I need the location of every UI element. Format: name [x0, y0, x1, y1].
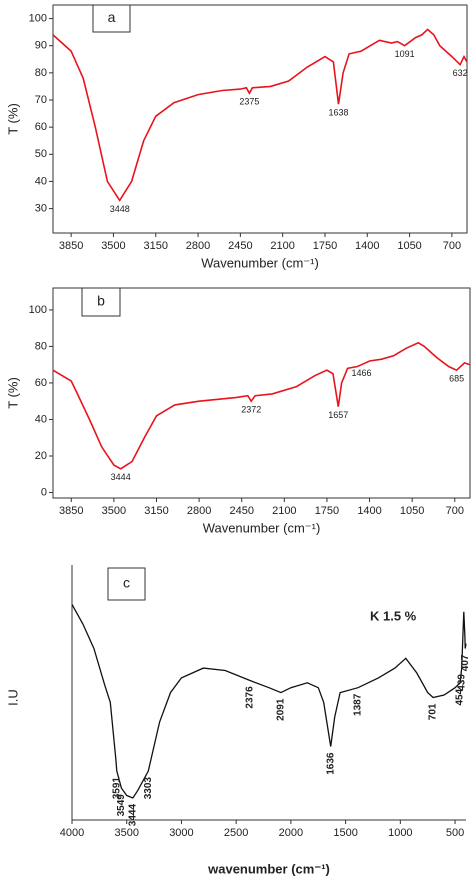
y-tick-label: 20	[35, 450, 47, 462]
panel-label: b	[97, 293, 105, 309]
x-axis-label: wavenumber (cm⁻¹)	[207, 861, 330, 876]
y-tick-label: 90	[35, 40, 47, 52]
peak-label: 685	[449, 374, 464, 384]
x-axis-label: Wavenumber (cm⁻¹)	[203, 520, 321, 535]
y-tick-label: 50	[35, 148, 47, 160]
x-tick-label: 1750	[315, 505, 339, 517]
peak-label: 2372	[241, 405, 261, 415]
peak-label: 3444	[127, 804, 138, 827]
peak-label: 2375	[239, 97, 259, 107]
peak-label: 701	[428, 703, 439, 720]
x-tick-label: 700	[446, 505, 464, 517]
x-tick-label: 1000	[388, 827, 412, 839]
peak-label: 1657	[328, 410, 348, 420]
x-tick-label: 1400	[355, 240, 379, 252]
x-tick-label: 1750	[313, 240, 337, 252]
x-tick-label: 2450	[229, 505, 253, 517]
x-tick-label: 3850	[59, 240, 83, 252]
panel-box	[92, 4, 131, 33]
peak-label: 3303	[143, 777, 154, 800]
x-tick-label: 3500	[114, 827, 138, 839]
y-tick-label: 80	[35, 340, 47, 352]
x-tick-label: 1400	[357, 505, 381, 517]
x-tick-label: 3850	[59, 505, 83, 517]
y-tick-label: 0	[41, 486, 47, 498]
peak-label: 632	[453, 68, 468, 78]
peak-label: 407	[460, 654, 471, 671]
peak-label: 1466	[352, 368, 372, 378]
panel-box	[107, 567, 146, 601]
y-axis-label: T (%)	[5, 377, 20, 409]
spectrum-line	[52, 28, 468, 202]
y-axis-label: T (%)	[5, 103, 20, 135]
y-tick-label: 60	[35, 377, 47, 389]
x-tick-label: 3500	[101, 240, 125, 252]
peak-label: 3444	[111, 472, 131, 482]
peak-label: 3591	[111, 777, 122, 800]
y-tick-label: 70	[35, 94, 47, 106]
peak-label: 1387	[353, 693, 364, 716]
plot-frame	[52, 287, 471, 499]
peak-label: 454	[455, 688, 466, 705]
x-tick-label: 500	[446, 827, 464, 839]
x-tick-label: 2800	[186, 240, 210, 252]
annotation: K 1.5 %	[370, 608, 417, 623]
x-tick-label: 1500	[333, 827, 357, 839]
y-tick-label: 80	[35, 67, 47, 79]
y-tick-label: 30	[35, 202, 47, 214]
spectrum-line	[52, 341, 471, 470]
y-tick-label: 40	[35, 175, 47, 187]
peak-label: 3549	[116, 794, 127, 817]
x-tick-label: 1050	[400, 505, 424, 517]
x-tick-label: 3150	[144, 505, 168, 517]
x-tick-label: 3150	[144, 240, 168, 252]
x-tick-label: 2100	[270, 240, 294, 252]
peak-label: 2376	[244, 686, 255, 709]
peak-label: 439	[456, 674, 467, 691]
y-tick-label: 100	[29, 12, 47, 24]
x-tick-label: 2800	[187, 505, 211, 517]
peak-label: 1636	[325, 752, 336, 775]
y-tick-label: 100	[29, 304, 47, 316]
peak-label: 1638	[328, 107, 348, 117]
peak-label: 2091	[276, 698, 287, 721]
peak-label: 3448	[110, 204, 130, 214]
x-tick-label: 2000	[279, 827, 303, 839]
x-axis-label: Wavenumber (cm⁻¹)	[201, 255, 319, 270]
x-tick-label: 2500	[224, 827, 248, 839]
panel-label: a	[108, 9, 116, 25]
y-tick-label: 60	[35, 121, 47, 133]
plot-frame	[52, 4, 468, 234]
x-tick-label: 4000	[60, 827, 84, 839]
y-tick-label: 40	[35, 413, 47, 425]
x-tick-label: 700	[443, 240, 461, 252]
x-tick-label: 2100	[272, 505, 296, 517]
x-tick-label: 1050	[397, 240, 421, 252]
x-tick-label: 2450	[228, 240, 252, 252]
peak-label: 1091	[395, 49, 415, 59]
x-tick-label: 3000	[169, 827, 193, 839]
y-axis-label: I.U	[5, 689, 20, 706]
panel-label: c	[123, 575, 130, 591]
panel-box	[81, 287, 121, 317]
x-tick-label: 3500	[102, 505, 126, 517]
spectrum-line	[71, 604, 467, 799]
